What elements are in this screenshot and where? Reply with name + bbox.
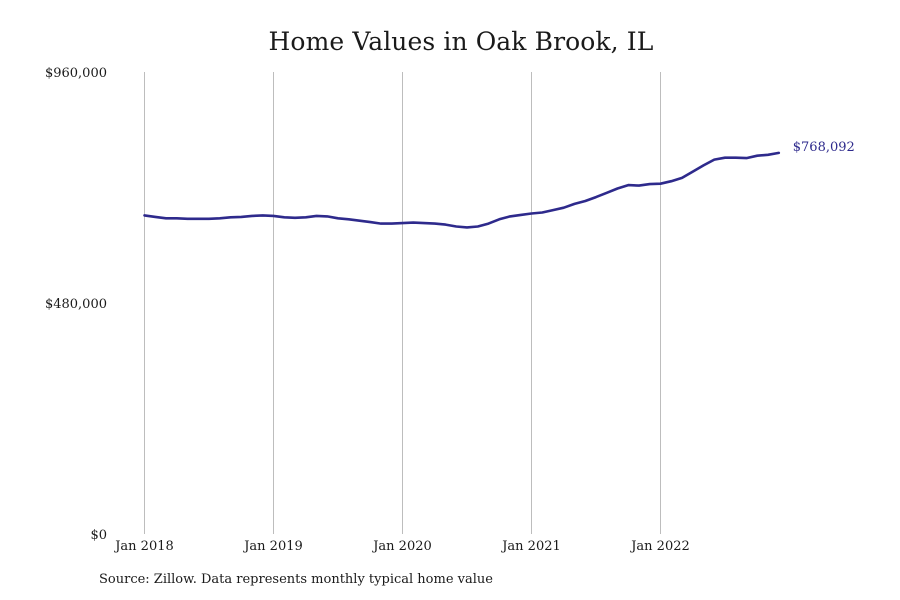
- end-value-label: $768,092: [793, 140, 855, 155]
- chart-title: Home Values in Oak Brook, IL: [268, 27, 654, 56]
- y-tick-label: $480,000: [45, 297, 107, 312]
- x-tick-label: Jan 2020: [371, 539, 432, 554]
- x-tick-label: Jan 2019: [242, 539, 303, 554]
- y-tick-label: $960,000: [45, 66, 107, 81]
- source-note: Source: Zillow. Data represents monthly …: [99, 572, 493, 587]
- x-tick-label: Jan 2018: [113, 539, 174, 554]
- x-tick-label: Jan 2021: [500, 539, 561, 554]
- x-tick-label: Jan 2022: [629, 539, 690, 554]
- series-line: [143, 151, 781, 229]
- y-tick-label: $0: [90, 528, 107, 543]
